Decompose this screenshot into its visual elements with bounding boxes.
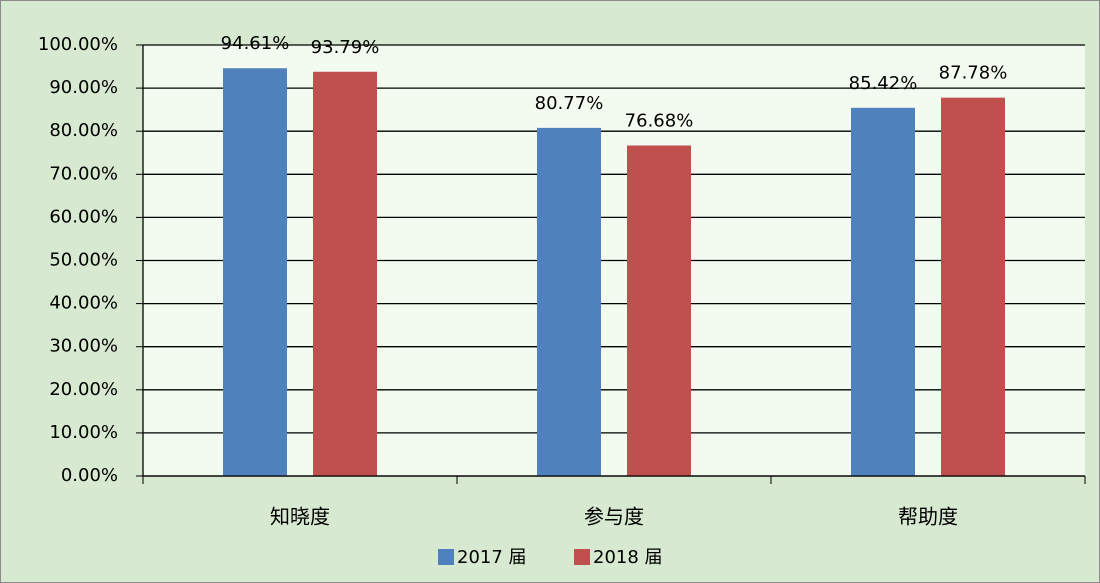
y-tick-label: 100.00% <box>38 34 118 55</box>
data-label: 80.77% <box>535 93 604 114</box>
bar <box>537 127 601 477</box>
legend-label: 2017 届 <box>457 547 527 568</box>
bar <box>223 68 287 477</box>
y-tick-label: 60.00% <box>49 206 118 227</box>
x-tick-label: 帮助度 <box>898 505 958 529</box>
y-tick-label: 30.00% <box>49 336 118 357</box>
y-tick-label: 80.00% <box>49 120 118 141</box>
y-tick-label: 50.00% <box>49 250 118 271</box>
y-tick-label: 90.00% <box>49 77 118 98</box>
y-tick-label: 40.00% <box>49 293 118 314</box>
bar <box>313 71 377 476</box>
bar <box>627 145 691 476</box>
x-tick-label: 参与度 <box>584 505 644 529</box>
y-tick-label: 20.00% <box>49 379 118 400</box>
bar <box>851 107 915 477</box>
x-tick-label: 知晓度 <box>270 505 330 529</box>
y-tick-label: 0.00% <box>61 465 118 486</box>
bar <box>941 97 1005 476</box>
legend-swatch <box>574 549 590 565</box>
y-tick-label: 10.00% <box>49 422 118 443</box>
data-label: 93.79% <box>311 37 380 58</box>
legend-label: 2018 届 <box>593 547 663 568</box>
data-label: 87.78% <box>939 63 1008 84</box>
y-tick-label: 70.00% <box>49 163 118 184</box>
data-label: 94.61% <box>221 33 290 54</box>
data-label: 76.68% <box>625 111 694 132</box>
legend-swatch <box>438 549 454 565</box>
data-label: 85.42% <box>849 73 918 94</box>
